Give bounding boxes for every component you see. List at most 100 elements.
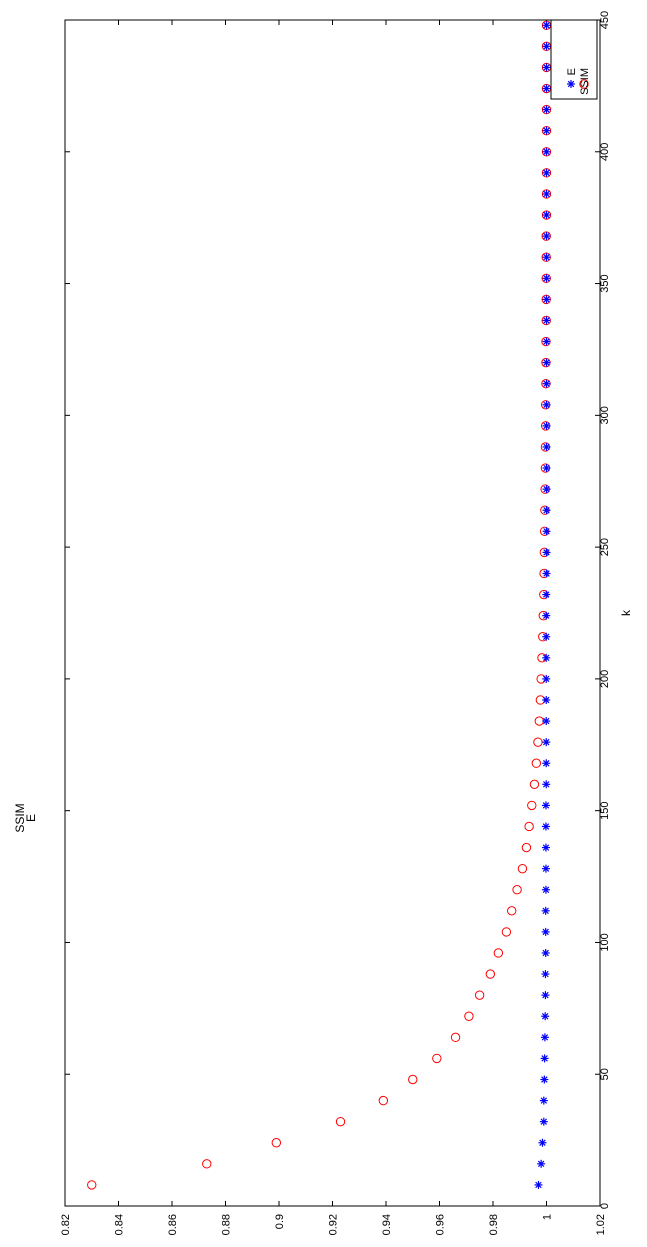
ssim-point — [541, 125, 552, 136]
e-point — [542, 506, 551, 515]
tick-layer: 0.82 0.84 0.86 0.88 0.9 0.92 0.94 0.96 0.98 1 1.02… — [60, 11, 611, 1236]
x-tick-label: 200 — [599, 670, 611, 688]
e-point — [541, 801, 550, 810]
e-point — [542, 42, 551, 51]
e-point — [541, 843, 550, 852]
ssim-point — [271, 1138, 282, 1148]
x-tick-label: 400 — [599, 143, 611, 161]
e-point — [542, 295, 551, 304]
marks-layer — [87, 20, 552, 1190]
ssim-point — [501, 927, 512, 937]
e-point — [541, 822, 550, 831]
ssim-point — [533, 737, 543, 747]
ssim-point — [87, 1180, 97, 1190]
ssim-point — [517, 863, 528, 874]
ssim-point — [531, 758, 542, 768]
x-tick-label: 300 — [599, 406, 611, 424]
ssim-point — [541, 189, 552, 199]
x-tick-label: 50 — [599, 1068, 611, 1080]
legend-box — [550, 19, 598, 100]
x-tick-label: 100 — [599, 933, 611, 951]
e-point — [542, 569, 551, 578]
e-point — [542, 717, 551, 726]
e-point — [541, 1012, 550, 1021]
ssim-point — [408, 1074, 418, 1085]
e-point — [540, 1054, 549, 1063]
e-point — [542, 211, 551, 220]
plot-area — [64, 19, 601, 1207]
e-point — [542, 63, 551, 72]
x-tick-label: 350 — [599, 274, 611, 292]
ssim-point — [527, 800, 537, 811]
ssim-point — [521, 842, 532, 853]
e-point — [537, 1159, 546, 1168]
e-point — [542, 358, 551, 367]
e-point — [539, 1117, 548, 1126]
y-tick-label: 0.92 — [328, 1214, 340, 1235]
ssim-point — [485, 969, 496, 979]
ssim-point — [450, 1032, 461, 1043]
e-point — [542, 527, 551, 536]
ssim-point — [541, 104, 552, 115]
e-point — [542, 168, 551, 177]
y-axis-label-secondary: E — [24, 814, 38, 822]
e-point — [541, 970, 550, 979]
ssim-point — [432, 1053, 442, 1064]
ssim-point — [541, 147, 552, 157]
e-point — [542, 695, 551, 704]
e-point — [542, 548, 551, 557]
ssim-point — [507, 906, 517, 916]
e-point — [542, 126, 551, 135]
e-point — [538, 1138, 547, 1147]
ssim-point — [378, 1095, 389, 1106]
e-point — [542, 485, 551, 494]
ssim-point — [493, 948, 504, 958]
legend-label-ssim: SSIM — [579, 68, 591, 95]
e-point — [541, 906, 550, 915]
y-tick-label: 0.94 — [381, 1214, 393, 1235]
e-point — [541, 948, 550, 957]
e-point — [541, 991, 550, 1000]
e-point — [542, 674, 551, 683]
y-tick-label: 0.9 — [274, 1214, 286, 1229]
e-point — [539, 1096, 548, 1105]
legend-label-e: E — [566, 68, 578, 75]
e-point — [542, 84, 551, 93]
y-tick-label: 0.96 — [435, 1214, 447, 1235]
ssim-point — [474, 990, 485, 1000]
e-point — [542, 21, 551, 30]
e-point — [542, 189, 551, 198]
e-point — [541, 885, 550, 894]
ssim-point — [541, 168, 552, 178]
e-point — [541, 864, 550, 873]
y-tick-label: 0.88 — [221, 1214, 233, 1235]
x-tick-label: 250 — [599, 538, 611, 556]
e-point — [542, 653, 551, 662]
legend: E SSIM — [550, 19, 598, 100]
e-point — [542, 379, 551, 388]
ssim-point — [464, 1011, 474, 1021]
e-point — [542, 147, 551, 156]
x-tick-label: 450 — [599, 11, 611, 29]
ssim-point — [202, 1159, 212, 1169]
legend-marker-e — [567, 80, 575, 88]
y-tick-label: 0.84 — [114, 1214, 126, 1235]
e-point — [542, 632, 551, 641]
e-point — [542, 738, 551, 747]
e-point — [542, 253, 551, 262]
ssim-point — [335, 1116, 346, 1127]
e-point — [542, 780, 551, 789]
e-point — [542, 759, 551, 768]
y-axis-label: SSIM — [13, 803, 27, 832]
e-point — [542, 442, 551, 451]
e-point — [542, 274, 551, 283]
e-point — [542, 590, 551, 599]
y-tick-label: 0.86 — [167, 1214, 179, 1235]
e-point — [540, 1033, 549, 1042]
e-point — [542, 464, 551, 473]
e-point — [534, 1180, 543, 1189]
x-axis-label: k — [619, 609, 633, 616]
ssim-point — [512, 885, 522, 895]
e-point — [542, 421, 551, 430]
